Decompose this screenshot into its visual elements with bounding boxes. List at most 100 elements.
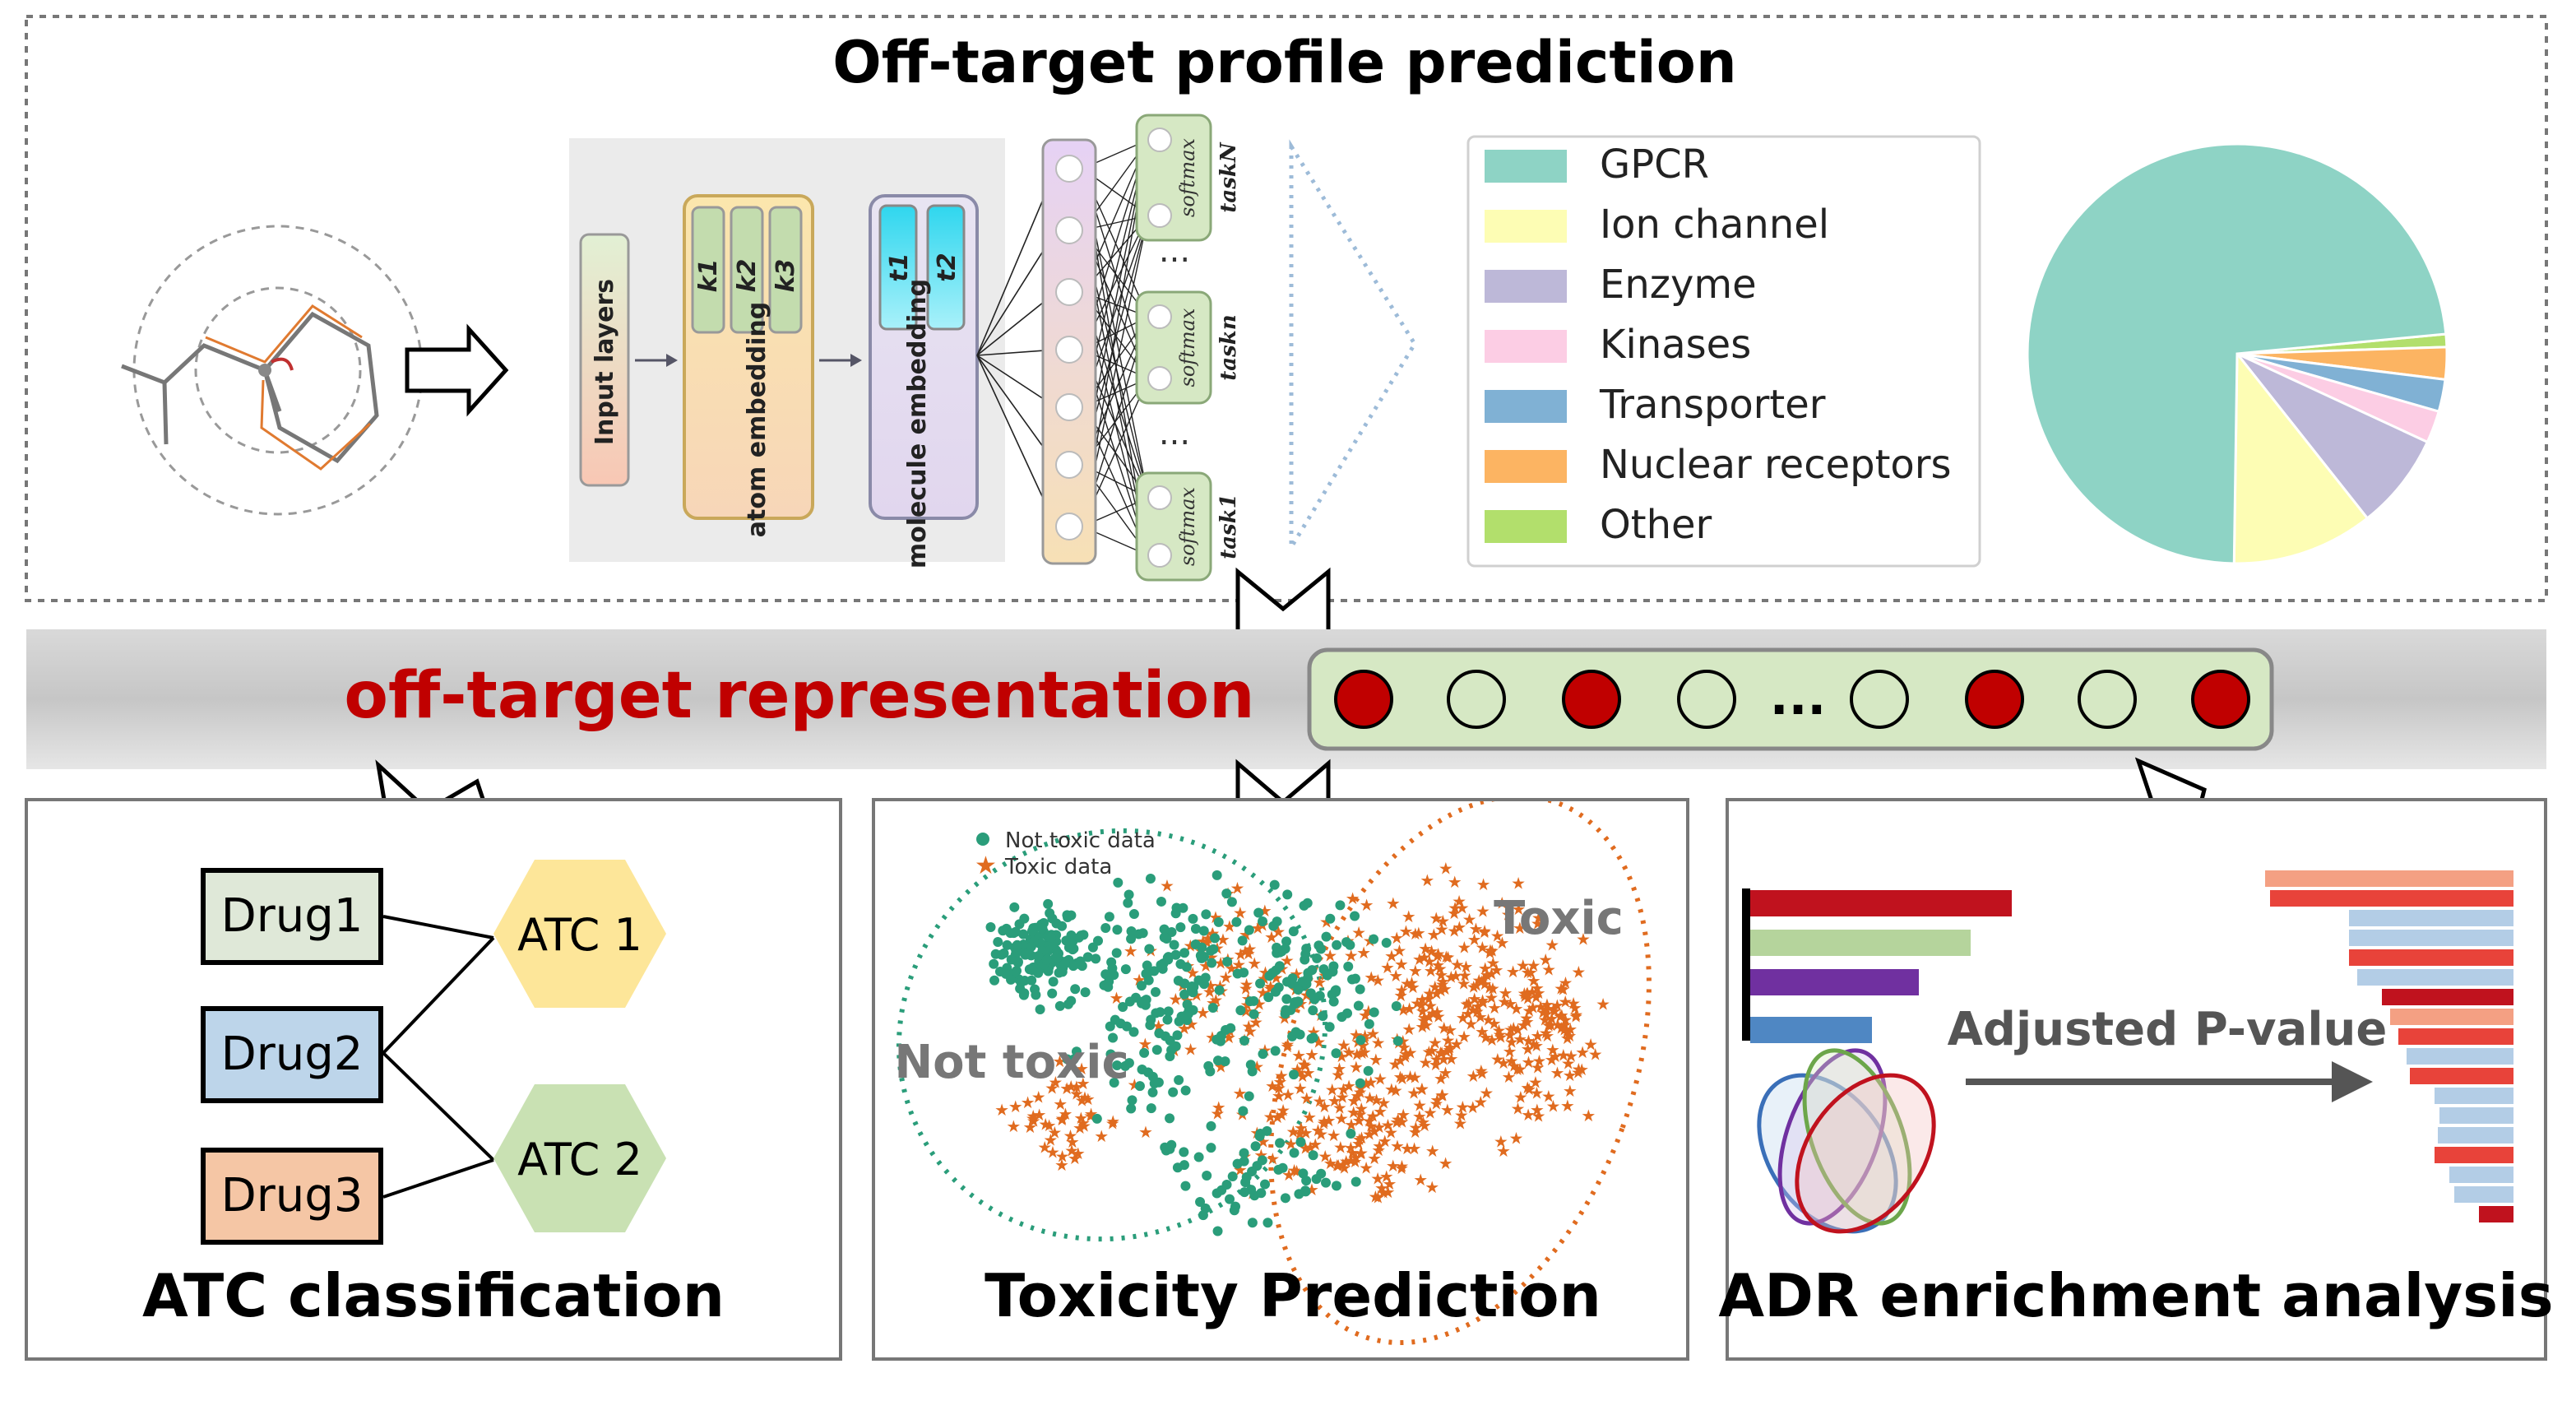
toxic-point: ★: [1558, 1010, 1573, 1030]
not-toxic-point: [1181, 962, 1192, 972]
toxic-point: ★: [1373, 1102, 1388, 1121]
toxic-point: ★: [1466, 977, 1481, 996]
toxic-point: ★: [1212, 1097, 1226, 1117]
toxic-point: ★: [1429, 1049, 1444, 1069]
toxic-point: ★: [1317, 1114, 1332, 1134]
toxic-point: ★: [1053, 1094, 1068, 1114]
atc2-hexagon: [493, 1084, 666, 1232]
not-toxic-point: [1244, 925, 1254, 935]
task-node: [1147, 366, 1172, 391]
toxic-point: ★: [1513, 918, 1527, 938]
not-toxic-point: [1222, 956, 1233, 967]
toxic-point: ★: [1522, 1079, 1536, 1099]
toxic-point: ★: [1327, 1091, 1342, 1111]
toxic-point: ★: [1396, 1105, 1411, 1125]
toxic-point: ★: [1448, 966, 1463, 986]
not-toxic-point: [1047, 988, 1058, 999]
toxic-point: ★: [1389, 1112, 1404, 1132]
task-head-box: [1135, 471, 1212, 582]
toxic-point: ★: [1441, 1031, 1456, 1051]
not-toxic-point: [1151, 1045, 1162, 1055]
not-toxic-point: [1179, 989, 1190, 1000]
not-toxic-point: [989, 975, 1000, 986]
not-toxic-point: [1239, 1187, 1250, 1198]
toxic-point: ★: [1540, 999, 1554, 1018]
legend-swatch: [1485, 390, 1567, 423]
not-toxic-point: [993, 937, 1003, 948]
toxic-point: ★: [1475, 937, 1490, 957]
toxic-point: ★: [1540, 995, 1554, 1014]
toxic-point: ★: [1560, 1096, 1575, 1116]
toxic-point: ★: [1109, 988, 1124, 1008]
toxic-point: ★: [1435, 972, 1450, 991]
toxic-point: ★: [1276, 1101, 1290, 1120]
toxic-point: ★: [1540, 1026, 1554, 1046]
toxic-point: ★: [1550, 995, 1564, 1015]
toxic-point: ★: [1457, 937, 1471, 957]
toxic-point: ★: [1434, 1069, 1448, 1088]
not-toxic-point: [1260, 1179, 1271, 1190]
adr-right-bar: [2390, 1009, 2513, 1025]
toxic-point: ★: [1344, 1115, 1359, 1134]
toxic-point: ★: [1313, 1125, 1328, 1144]
toxic-point: ★: [1400, 974, 1415, 994]
not-toxic-point: [1163, 1006, 1174, 1017]
toxic-point: ★: [1462, 994, 1476, 1014]
legend-swatch: [1485, 150, 1567, 183]
not-toxic-point: [1002, 939, 1012, 950]
toxic-point: ★: [1421, 989, 1436, 1009]
not-toxic-point: [1364, 1018, 1374, 1029]
toxic-point: ★: [1517, 986, 1532, 1006]
not-toxic-point: [1325, 913, 1336, 924]
toxic-point: ★: [1528, 1072, 1543, 1092]
toxic-point: ★: [1431, 1007, 1446, 1027]
toxic-point: ★: [1364, 967, 1378, 987]
not-toxic-point: [1144, 944, 1155, 954]
not-toxic-point: [1159, 932, 1170, 943]
toxic-point: ★: [1357, 1042, 1372, 1062]
drug1-label: Drug1: [221, 889, 364, 943]
toxic-point: ★: [1393, 1067, 1408, 1087]
toxic-point: ★: [1482, 977, 1497, 997]
toxic-point: ★: [1429, 1055, 1443, 1074]
not-toxic-point: [1331, 1048, 1341, 1059]
not-toxic-point: [1369, 1007, 1379, 1018]
adr-right-bar: [2438, 1127, 2513, 1144]
toxic-point: ★: [1429, 984, 1444, 1004]
toxic-point: ★: [1370, 971, 1385, 990]
toxic-point: ★: [1048, 1072, 1063, 1092]
toxic-point: ★: [1038, 1114, 1053, 1134]
toxic-point: ★: [1513, 1060, 1527, 1079]
not-toxic-point: [1226, 897, 1237, 907]
toxic-point: ★: [1393, 986, 1408, 1005]
toxic-point: ★: [1403, 1043, 1418, 1063]
not-toxic-point: [1153, 1077, 1164, 1088]
toxic-point: ★: [1337, 1158, 1351, 1178]
not-toxic-point: [1213, 916, 1224, 927]
toxic-point: ★: [1138, 1122, 1153, 1142]
toxic-point: ★: [1362, 1124, 1377, 1144]
toxic-point: ★: [1425, 1041, 1439, 1060]
atom-kernel-k3-label: k3: [771, 259, 800, 293]
toxic-label: Toxic: [1494, 892, 1624, 945]
not-toxic-point: [1263, 992, 1274, 1003]
task-head-box: [1135, 290, 1212, 405]
not-toxic-point: [1178, 902, 1188, 913]
not-toxic-point: [1179, 948, 1190, 958]
toxic-point: ★: [1380, 1115, 1395, 1134]
toxic-point: ★: [1421, 1007, 1436, 1027]
adr-right-bar: [2407, 1048, 2513, 1065]
toxic-point: ★: [1304, 1045, 1319, 1065]
toxic-point: ★: [1302, 1107, 1317, 1127]
not-toxic-point: [1391, 1001, 1402, 1012]
not-toxic-point: [1294, 1189, 1304, 1199]
toxic-point: ★: [1068, 1148, 1082, 1168]
adjusted-pvalue-label: Adjusted P-value: [1948, 1003, 2388, 1056]
toxic-point: ★: [1526, 998, 1541, 1018]
not-toxic-point: [1170, 908, 1181, 919]
not-toxic-point: [1145, 874, 1156, 884]
toxic-point: ★: [1483, 940, 1498, 960]
toxic-point: ★: [1355, 1128, 1369, 1148]
toxic-point: ★: [1054, 1109, 1069, 1129]
toxic-point: ★: [1422, 952, 1437, 972]
